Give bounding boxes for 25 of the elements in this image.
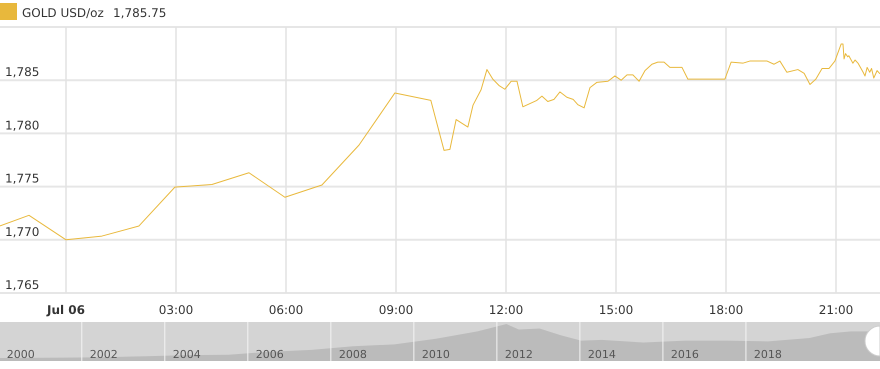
x-tick-label: 09:00 bbox=[378, 303, 414, 317]
x-tick-label: 18:00 bbox=[708, 303, 744, 317]
y-tick-label: 1,770 bbox=[5, 224, 40, 239]
x-tick-label: 12:00 bbox=[488, 303, 524, 317]
x-tick-label: 2016 bbox=[670, 348, 699, 361]
x-tick-label: 2012 bbox=[504, 348, 533, 361]
x-tick-label: 15:00 bbox=[598, 303, 634, 317]
x-tick-label: 2014 bbox=[588, 348, 616, 361]
x-tick-label: 2002 bbox=[90, 348, 118, 361]
y-tick-label: 1,780 bbox=[5, 118, 40, 132]
y-tick-label: 1,765 bbox=[5, 278, 40, 292]
x-tick-label: 03:00 bbox=[158, 303, 194, 317]
x-tick-label: 2008 bbox=[338, 348, 367, 361]
x-tick-label: 2006 bbox=[256, 348, 284, 361]
y-tick-label: 1,775 bbox=[5, 172, 40, 186]
x-tick-label: 2000 bbox=[6, 348, 35, 361]
x-tick-label: 21:00 bbox=[818, 303, 854, 317]
text: 1,785.75 bbox=[113, 6, 166, 20]
y-tick-label: 1,785 bbox=[5, 65, 40, 80]
x-tick-label: 06:00 bbox=[268, 303, 304, 317]
legend-label: GOLD USD/oz bbox=[22, 6, 104, 20]
x-tick-label: Jul 06 bbox=[46, 303, 85, 317]
x-tick-label: 2004 bbox=[172, 348, 201, 361]
x-tick-label: 2018 bbox=[754, 348, 782, 361]
x-tick-label: 2010 bbox=[422, 348, 450, 361]
